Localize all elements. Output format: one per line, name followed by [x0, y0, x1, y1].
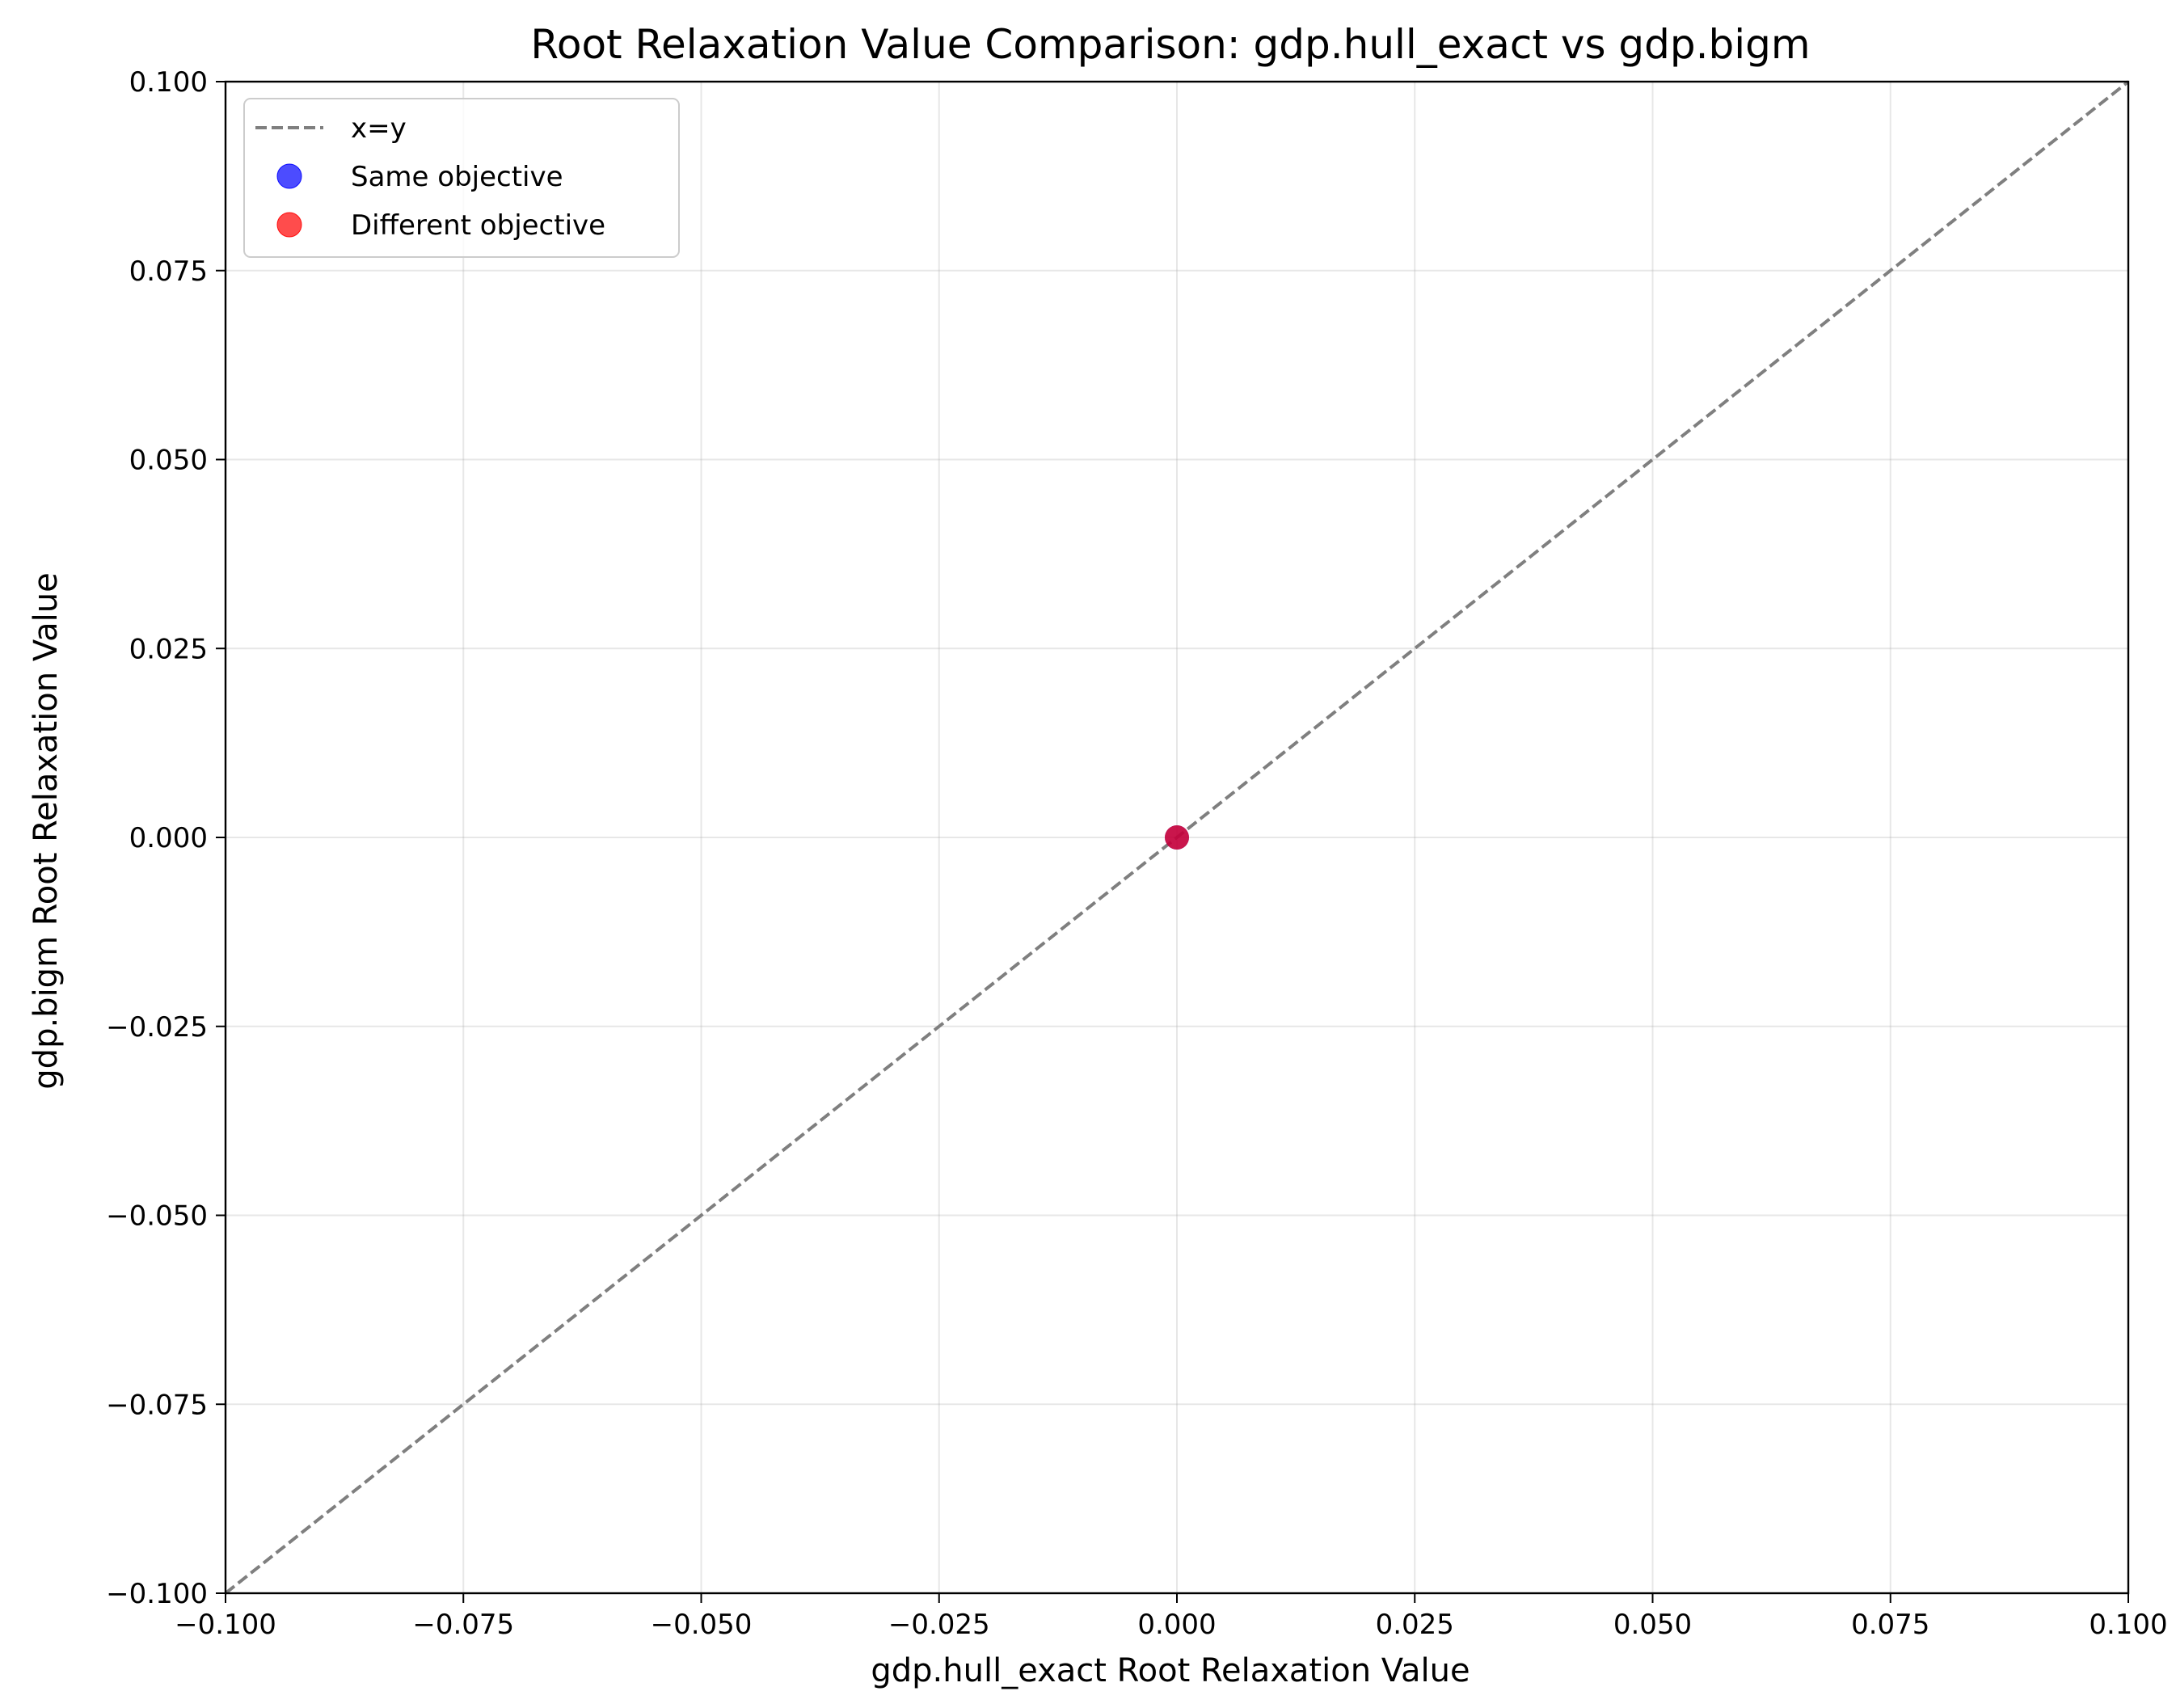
- y-tick-label: 0.100: [129, 66, 208, 99]
- x-tick-label: 0.000: [1137, 1609, 1216, 1641]
- y-tick-label: 0.075: [129, 255, 208, 288]
- legend: x=y Same objective Different objective: [243, 98, 680, 258]
- y-axis-ticks: −0.100 −0.075 −0.050 −0.025 0.000 0.025 0.050 0…: [106, 66, 226, 1610]
- x-tick-label: −0.050: [651, 1609, 753, 1641]
- x-tick-label: 0.050: [1613, 1609, 1692, 1641]
- data-point-different-objective: [1165, 825, 1189, 850]
- y-tick-label: 0.050: [129, 445, 208, 477]
- chart-title: Root Relaxation Value Comparison: gdp.hu…: [530, 21, 1810, 68]
- legend-label-same: Same objective: [351, 161, 563, 193]
- x-tick-label: −0.075: [412, 1609, 514, 1641]
- y-tick-label: −0.100: [106, 1578, 208, 1610]
- legend-label-reference: x=y: [351, 112, 407, 145]
- y-axis-title: gdp.bigm Root Relaxation Value: [27, 572, 65, 1089]
- legend-marker-same: [276, 163, 302, 189]
- y-tick-label: −0.075: [106, 1389, 208, 1421]
- legend-marker-different: [276, 212, 302, 238]
- y-tick-label: 0.025: [129, 633, 208, 665]
- x-axis-ticks: −0.100 −0.075 −0.050 −0.025 0.000 0.025 0.050 0…: [175, 1593, 2168, 1641]
- x-tick-label: 0.075: [1851, 1609, 1929, 1641]
- x-axis-title: gdp.hull_exact Root Relaxation Value: [871, 1652, 1470, 1689]
- x-tick-label: −0.100: [175, 1609, 276, 1641]
- y-tick-label: −0.050: [106, 1200, 208, 1233]
- y-tick-label: 0.000: [129, 822, 208, 854]
- y-tick-label: −0.025: [106, 1011, 208, 1044]
- data-points-layer: [1165, 825, 1189, 850]
- x-tick-label: −0.025: [888, 1609, 990, 1641]
- legend-label-different: Different objective: [351, 209, 605, 242]
- x-tick-label: 0.100: [2089, 1609, 2167, 1641]
- legend-box: [243, 98, 680, 258]
- x-tick-label: 0.025: [1376, 1609, 1454, 1641]
